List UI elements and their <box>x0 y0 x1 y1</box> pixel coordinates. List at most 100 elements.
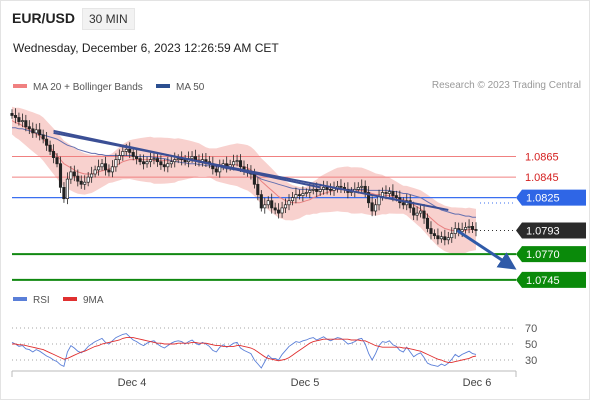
forecast-arrow <box>456 229 517 270</box>
candle <box>294 187 298 204</box>
candle <box>436 228 440 245</box>
trendline-1 <box>53 131 449 211</box>
candle <box>31 122 35 138</box>
candle <box>415 206 419 221</box>
candle <box>86 172 90 187</box>
candle <box>259 190 263 212</box>
candle <box>270 193 274 214</box>
rsi-legend-label-1: 9MA <box>83 295 104 306</box>
x-tick-0: Dec 4 <box>118 377 147 389</box>
candle <box>412 201 416 221</box>
candle <box>367 186 371 208</box>
candle <box>287 194 291 211</box>
candle <box>325 181 329 195</box>
candle <box>48 140 52 156</box>
legend-swatch-1 <box>156 84 170 88</box>
candle <box>322 180 326 195</box>
bollinger-band <box>12 106 476 254</box>
pivot-label: 1.0825 <box>526 193 560 205</box>
candle <box>169 156 173 168</box>
candle <box>256 177 260 201</box>
candle <box>453 222 457 239</box>
candle <box>360 179 364 193</box>
candle <box>135 149 139 165</box>
legend-label-1: MA 50 <box>176 82 205 93</box>
candle <box>176 154 180 164</box>
candle <box>277 203 281 219</box>
candle <box>446 231 450 245</box>
candle <box>62 182 66 203</box>
candle <box>114 153 118 172</box>
candle <box>138 154 142 166</box>
candle <box>329 183 333 196</box>
rsi-ma9-line <box>12 337 477 363</box>
candle <box>429 221 433 240</box>
rsi-tick-0: 70 <box>525 323 537 335</box>
candle <box>69 166 73 184</box>
rsi-legend-label-0: RSI <box>33 295 50 306</box>
candle <box>45 131 49 151</box>
candle <box>162 158 166 172</box>
research-credit: Research © 2023 Trading Central <box>431 80 581 91</box>
candle <box>100 158 104 171</box>
support-tag-5 <box>516 271 586 288</box>
candle <box>41 129 45 144</box>
pivot-tag <box>516 189 586 206</box>
support-tag-4 <box>516 246 586 263</box>
candle <box>24 114 28 132</box>
candle <box>10 109 14 119</box>
support-label-5: 1.0745 <box>526 275 560 287</box>
candle <box>266 196 270 209</box>
candle <box>148 152 153 168</box>
candle <box>273 202 277 215</box>
candle <box>304 188 308 197</box>
candle <box>235 154 239 167</box>
candle <box>155 152 159 167</box>
candle <box>470 222 475 234</box>
candle <box>280 201 284 218</box>
candle <box>79 175 83 189</box>
last-price-label: 1.0793 <box>526 226 560 238</box>
candle <box>58 156 63 194</box>
candle <box>152 152 156 165</box>
rsi-tick-1: 50 <box>525 339 537 351</box>
candle <box>117 149 121 165</box>
candle <box>131 147 135 161</box>
candle <box>432 229 436 240</box>
candle <box>374 199 378 216</box>
timestamp: Wednesday, December 6, 2023 12:26:59 AM … <box>13 41 279 55</box>
last-price-tag <box>516 222 586 239</box>
candle <box>51 144 56 164</box>
candle <box>467 219 471 234</box>
candle <box>159 155 163 170</box>
candle <box>93 165 97 178</box>
candle <box>20 113 24 128</box>
candle <box>55 153 59 168</box>
resistance-label-0: 1.0865 <box>525 152 559 164</box>
candle <box>142 154 146 170</box>
x-tick-1: Dec 5 <box>291 377 320 389</box>
resistance-label-1: 1.0845 <box>525 172 559 184</box>
candle <box>290 191 295 206</box>
candle <box>474 222 478 237</box>
symbol-title: EUR/USD <box>12 10 76 26</box>
rsi-legend-swatch-0 <box>13 297 27 301</box>
candle <box>387 187 391 197</box>
rsi-legend-swatch-1 <box>63 297 77 301</box>
rsi-line <box>11 333 477 369</box>
candle <box>401 197 405 210</box>
legend-swatch-0 <box>13 84 27 88</box>
candle <box>301 186 305 202</box>
candle <box>443 229 447 246</box>
candle <box>283 198 288 213</box>
legend-label-0: MA 20 + Bollinger Bands <box>33 82 143 93</box>
candle <box>439 231 443 243</box>
candle <box>419 205 423 218</box>
candle <box>464 222 468 234</box>
candle <box>83 175 87 190</box>
candle <box>263 197 267 214</box>
interval-badge[interactable]: 30 MIN <box>82 8 135 30</box>
candle <box>408 194 412 213</box>
candle <box>97 159 101 176</box>
